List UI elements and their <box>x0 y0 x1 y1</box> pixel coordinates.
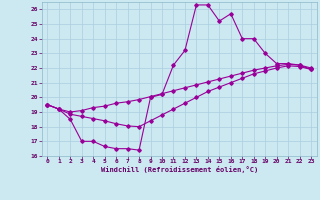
X-axis label: Windchill (Refroidissement éolien,°C): Windchill (Refroidissement éolien,°C) <box>100 166 258 173</box>
